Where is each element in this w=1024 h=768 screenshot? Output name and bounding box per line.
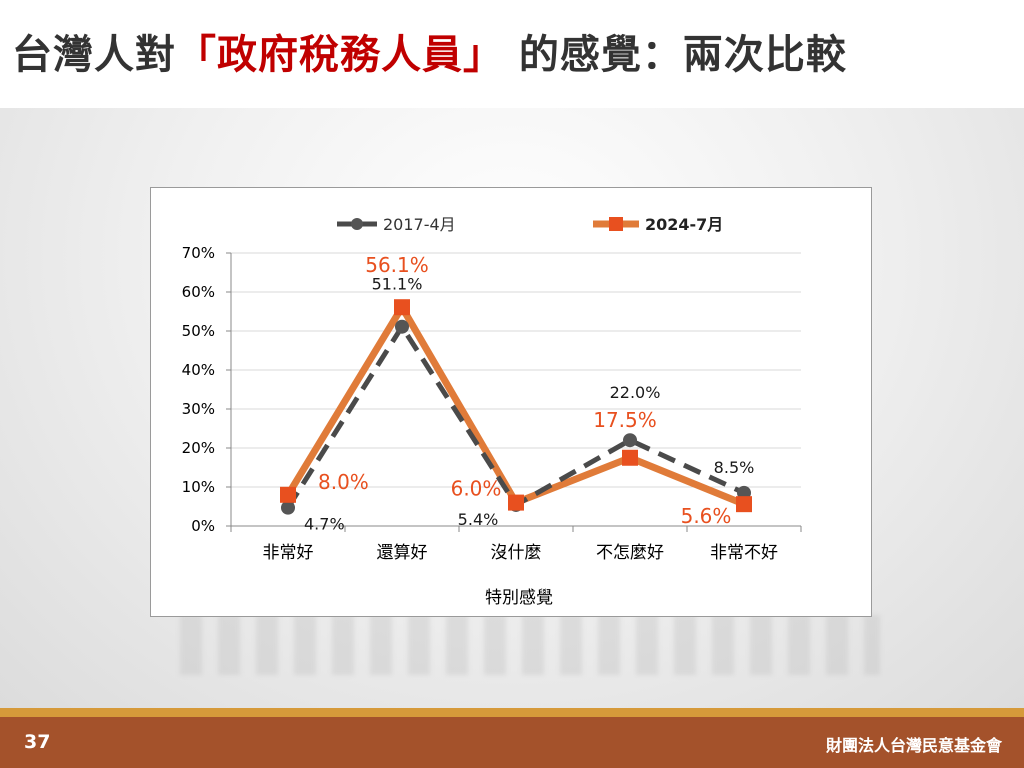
organization-name: 財團法人台灣民意基金會 <box>825 736 1002 755</box>
data-label-2017: 51.1% <box>372 275 423 294</box>
data-labels: 4.7% 51.1% 5.4% 22.0% 8.5% 8.0% 56.1% 6.0% 17.5%… <box>304 253 754 533</box>
marker-2024 <box>280 486 296 503</box>
legend-marker-2017 <box>351 218 363 230</box>
marker-2017 <box>281 500 295 515</box>
x-tick-label: 非常好 <box>263 543 314 563</box>
y-tick-label: 30% <box>182 400 215 418</box>
slide-title-prefix: 台灣人對 <box>12 32 176 78</box>
y-tick-label: 40% <box>182 361 215 379</box>
slide-title: 台灣人對「政府稅務人員」 的感覺：兩次比較 <box>12 22 847 80</box>
legend: 2017-4月 2024-7月 <box>337 215 723 234</box>
crowd-silhouette-decoration <box>180 615 880 675</box>
x-axis-title: 特別感覺 <box>485 588 553 608</box>
y-tick-label: 60% <box>182 283 215 301</box>
data-label-2017: 22.0% <box>610 383 661 402</box>
legend-label-2024: 2024-7月 <box>645 215 723 234</box>
data-label-2024: 5.6% <box>681 504 732 528</box>
series-markers <box>280 299 752 515</box>
data-label-2017: 4.7% <box>304 515 345 534</box>
footer-stripe <box>0 708 1024 717</box>
x-tick-labels: 非常好 還算好 沒什麼 不怎麼好 非常不好 <box>263 543 779 563</box>
data-label-2017: 8.5% <box>714 458 755 477</box>
slide-title-suffix: 的感覺：兩次比較 <box>504 32 847 78</box>
axes <box>226 252 802 532</box>
slide-title-highlight: 「政府稅務人員」 <box>176 32 504 78</box>
x-tick-label: 非常不好 <box>710 543 778 563</box>
x-tick-label: 還算好 <box>377 543 428 563</box>
y-tick-labels: 0% 10% 20% 30% 40% 50% 60% 70% <box>182 244 215 535</box>
data-label-2024: 17.5% <box>593 408 657 432</box>
y-tick-label: 20% <box>182 439 215 457</box>
x-tick-label: 沒什麼 <box>491 543 542 563</box>
line-chart: 0% 10% 20% 30% 40% 50% 60% 70% 非常好 還算好 沒什麼 不怎麼好 非常不… <box>182 215 802 608</box>
marker-2024 <box>622 449 638 466</box>
y-tick-label: 10% <box>182 478 215 496</box>
data-label-2024: 6.0% <box>451 477 502 501</box>
data-label-2024: 8.0% <box>318 470 369 494</box>
data-label-2017: 5.4% <box>458 510 499 529</box>
data-label-2024: 56.1% <box>365 253 429 277</box>
y-tick-label: 70% <box>182 244 215 262</box>
chart-container: 0% 10% 20% 30% 40% 50% 60% 70% 非常好 還算好 沒什麼 不怎麼好 非常不… <box>150 187 872 617</box>
marker-2024 <box>736 496 752 513</box>
footer-bar: 37 財團法人台灣民意基金會 <box>0 717 1024 768</box>
marker-2017 <box>623 433 637 448</box>
marker-2017 <box>395 319 409 334</box>
legend-marker-2024 <box>609 217 623 231</box>
x-tick-label: 不怎麼好 <box>596 543 664 563</box>
y-tick-label: 0% <box>191 517 215 535</box>
page-number: 37 <box>24 731 51 753</box>
marker-2024 <box>394 299 410 316</box>
y-tick-label: 50% <box>182 322 215 340</box>
legend-label-2017: 2017-4月 <box>383 215 456 234</box>
marker-2024 <box>508 494 524 511</box>
